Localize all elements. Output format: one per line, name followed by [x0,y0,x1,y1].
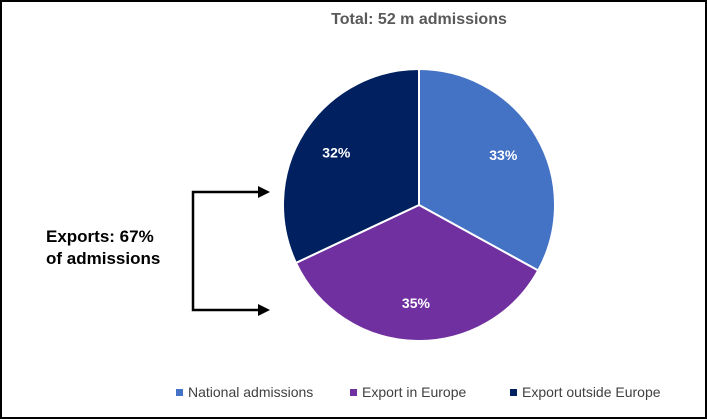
legend-label-national-admissions: National admissions [188,384,313,400]
pie-slices [282,67,556,342]
slice-label-export-in-europe: 35% [402,295,431,311]
pie-slice-labels: 33% 35% 32% [322,145,518,311]
chart-title: Total: 52 m admissions [331,11,507,28]
annotation-background [42,221,172,271]
legend-item-export-outside-europe: Export outside Europe [510,384,661,400]
annotation-line-2: of admissions [46,249,160,268]
slice-label-export-outside-europe: 32% [322,145,351,161]
legend-swatch-national-admissions [176,389,183,396]
bracket-line [191,190,264,312]
legend-swatch-export-in-europe [350,389,357,396]
exports-bracket: Exports: 67% of admissions [42,186,270,316]
legend-item-national-admissions: National admissions [176,384,313,400]
legend-label-export-in-europe: Export in Europe [362,384,466,400]
pie-slice-export-in-europe [294,203,540,342]
pie-slice-national-admissions [418,67,556,272]
bracket-arrow-bottom [258,304,270,316]
legend: National admissions Export in Europe Expor… [176,384,661,400]
legend-item-export-in-europe: Export in Europe [350,384,466,400]
annotation-line-1: Exports: 67% [46,227,154,246]
legend-swatch-export-outside-europe [510,389,517,396]
legend-label-export-outside-europe: Export outside Europe [522,384,661,400]
pie-slice-export-outside-europe [282,67,420,265]
bracket-arrow-top [258,186,270,198]
slice-label-national-admissions: 33% [489,147,518,163]
